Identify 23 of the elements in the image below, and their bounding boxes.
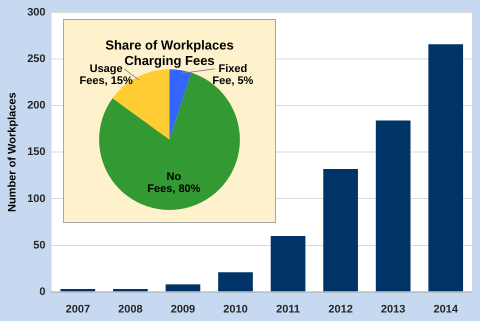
y-tick-label: 300: [27, 6, 46, 19]
y-tick-label: 50: [33, 239, 46, 252]
bar: [166, 284, 200, 292]
y-tick-label: 100: [27, 192, 46, 205]
x-tick-label: 2012: [328, 303, 353, 316]
bar: [323, 168, 358, 292]
x-tick-label: 2013: [380, 303, 406, 316]
x-tick-label: 2010: [223, 303, 248, 316]
y-axis-title: Number of Workplaces: [6, 92, 19, 212]
x-tick-label: 2011: [276, 303, 300, 316]
bar: [270, 236, 306, 292]
x-tick-label: 2007: [66, 303, 90, 316]
y-tick-label: 250: [27, 53, 46, 66]
x-tick-label: 2009: [170, 303, 196, 316]
y-tick-label: 200: [27, 100, 46, 112]
x-tick-label: 2008: [118, 303, 143, 316]
x-tick-label: 2014: [433, 303, 459, 316]
slice-label: No Fees, 80%: [147, 171, 201, 196]
y-tick-label: 0: [39, 286, 46, 298]
bar: [376, 120, 411, 292]
bar: [428, 44, 464, 292]
y-tick-label: 150: [27, 146, 46, 158]
bar: [218, 272, 253, 292]
